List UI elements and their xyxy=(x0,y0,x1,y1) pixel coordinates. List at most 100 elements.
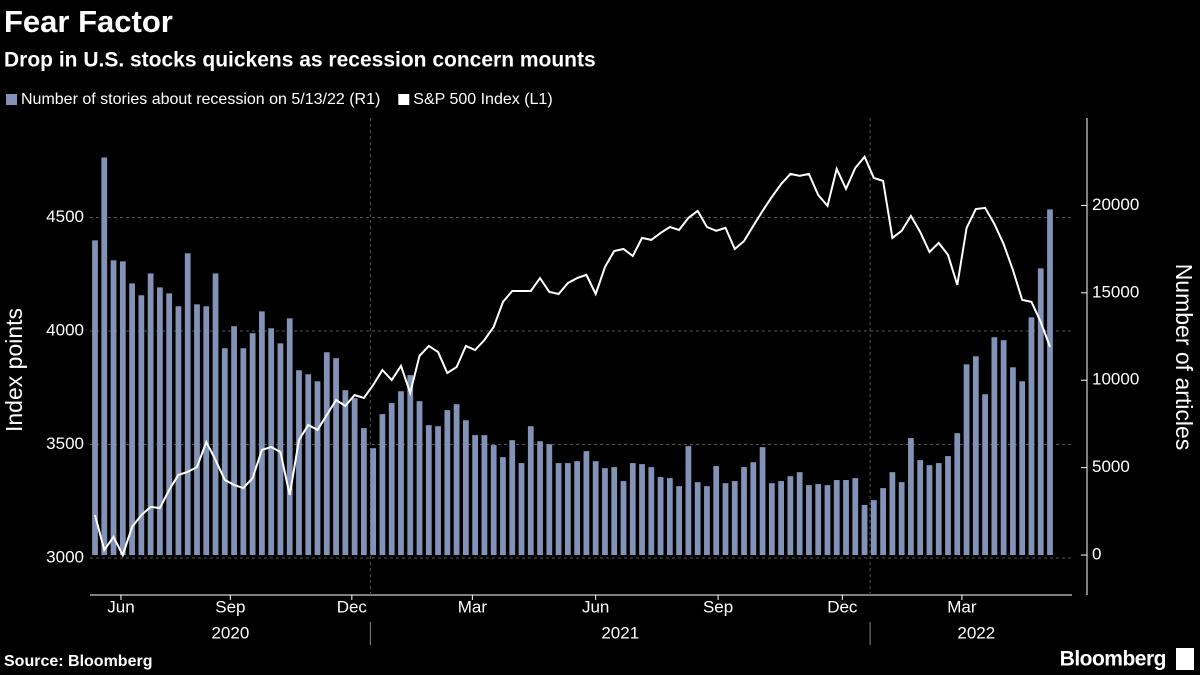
bar xyxy=(175,306,182,556)
bar xyxy=(555,463,562,556)
x-group-label: 2021 xyxy=(601,623,639,642)
x-tick-label: Dec xyxy=(337,597,368,616)
bar xyxy=(231,326,237,556)
source: Source: Bloomberg xyxy=(4,653,152,670)
chart-subtitle: Drop in U.S. stocks quickens as recessio… xyxy=(4,49,596,72)
bar xyxy=(583,451,590,556)
y-tick-label: 4500 xyxy=(46,207,84,226)
bar xyxy=(806,485,812,556)
bar xyxy=(462,420,469,556)
bar xyxy=(119,261,126,556)
x-tick-label: Mar xyxy=(458,597,488,616)
legend-swatch xyxy=(398,94,410,105)
brand-icon xyxy=(1176,648,1194,670)
y-tick-label: 3000 xyxy=(46,547,84,566)
bar xyxy=(898,482,905,556)
bar xyxy=(277,343,284,556)
legend-label: Number of stories about recession on 5/1… xyxy=(21,91,380,108)
bar xyxy=(991,337,998,556)
bar xyxy=(147,273,154,556)
bar xyxy=(824,485,831,556)
bar xyxy=(444,410,451,556)
bar xyxy=(713,466,720,556)
bar xyxy=(666,478,673,556)
y2-tick-label: 5000 xyxy=(1092,457,1130,476)
bar xyxy=(361,428,367,556)
bar xyxy=(527,426,534,556)
bar xyxy=(1047,209,1053,556)
bar xyxy=(1010,367,1016,556)
bar xyxy=(92,240,98,556)
bar xyxy=(982,394,988,556)
bar xyxy=(926,465,933,556)
bar xyxy=(101,157,108,556)
bar xyxy=(296,370,302,556)
bar xyxy=(500,457,506,556)
bar xyxy=(917,460,924,556)
bar xyxy=(815,484,822,556)
bar xyxy=(388,403,395,556)
bar xyxy=(268,328,275,556)
bar xyxy=(889,472,896,556)
bar xyxy=(305,374,312,556)
bar xyxy=(676,486,683,556)
bar xyxy=(1028,317,1035,556)
legend-label: S&P 500 Index (L1) xyxy=(413,91,552,108)
bar xyxy=(629,463,636,556)
y-tick-label: 4000 xyxy=(46,320,84,339)
bar xyxy=(546,444,553,556)
bar xyxy=(602,468,608,556)
bar xyxy=(286,318,293,556)
bar xyxy=(509,440,516,556)
bar xyxy=(379,414,386,556)
bar xyxy=(639,464,645,556)
bar xyxy=(704,486,710,556)
legend-swatch xyxy=(6,94,17,105)
bar xyxy=(435,426,441,556)
bar xyxy=(963,364,970,556)
bar xyxy=(184,253,191,556)
y-axis-title: Index points xyxy=(1,308,27,432)
bar xyxy=(694,482,701,556)
bar xyxy=(564,463,571,556)
bar xyxy=(333,358,339,556)
bar xyxy=(157,287,163,556)
bar xyxy=(481,435,488,556)
bar xyxy=(833,480,840,556)
bar xyxy=(852,478,859,556)
bar xyxy=(611,467,618,556)
bar xyxy=(472,435,479,556)
bar xyxy=(722,483,729,556)
bar xyxy=(945,456,951,556)
bar xyxy=(778,481,784,556)
bar xyxy=(908,438,914,556)
bar xyxy=(768,483,775,556)
bar xyxy=(537,441,543,556)
bar xyxy=(203,306,210,556)
bar xyxy=(759,447,766,556)
x-tick-label: Dec xyxy=(827,597,858,616)
bar xyxy=(1000,340,1007,556)
bar xyxy=(138,295,145,556)
x-tick-label: Sep xyxy=(703,597,733,616)
bar xyxy=(620,481,627,556)
y2-tick-label: 10000 xyxy=(1092,370,1139,389)
bar xyxy=(249,333,256,556)
bar xyxy=(796,472,803,556)
chart-title: Fear Factor xyxy=(4,4,173,39)
bar xyxy=(861,505,868,556)
bar xyxy=(657,477,664,556)
bar xyxy=(870,500,877,556)
bar xyxy=(935,463,942,556)
bar xyxy=(592,461,599,556)
bar xyxy=(648,467,655,556)
bar xyxy=(194,304,200,556)
bar xyxy=(972,356,979,556)
bar xyxy=(1037,268,1044,556)
bar xyxy=(787,476,794,556)
bar xyxy=(731,481,738,556)
bar xyxy=(685,446,692,556)
bar xyxy=(843,480,849,556)
bar xyxy=(110,260,117,556)
